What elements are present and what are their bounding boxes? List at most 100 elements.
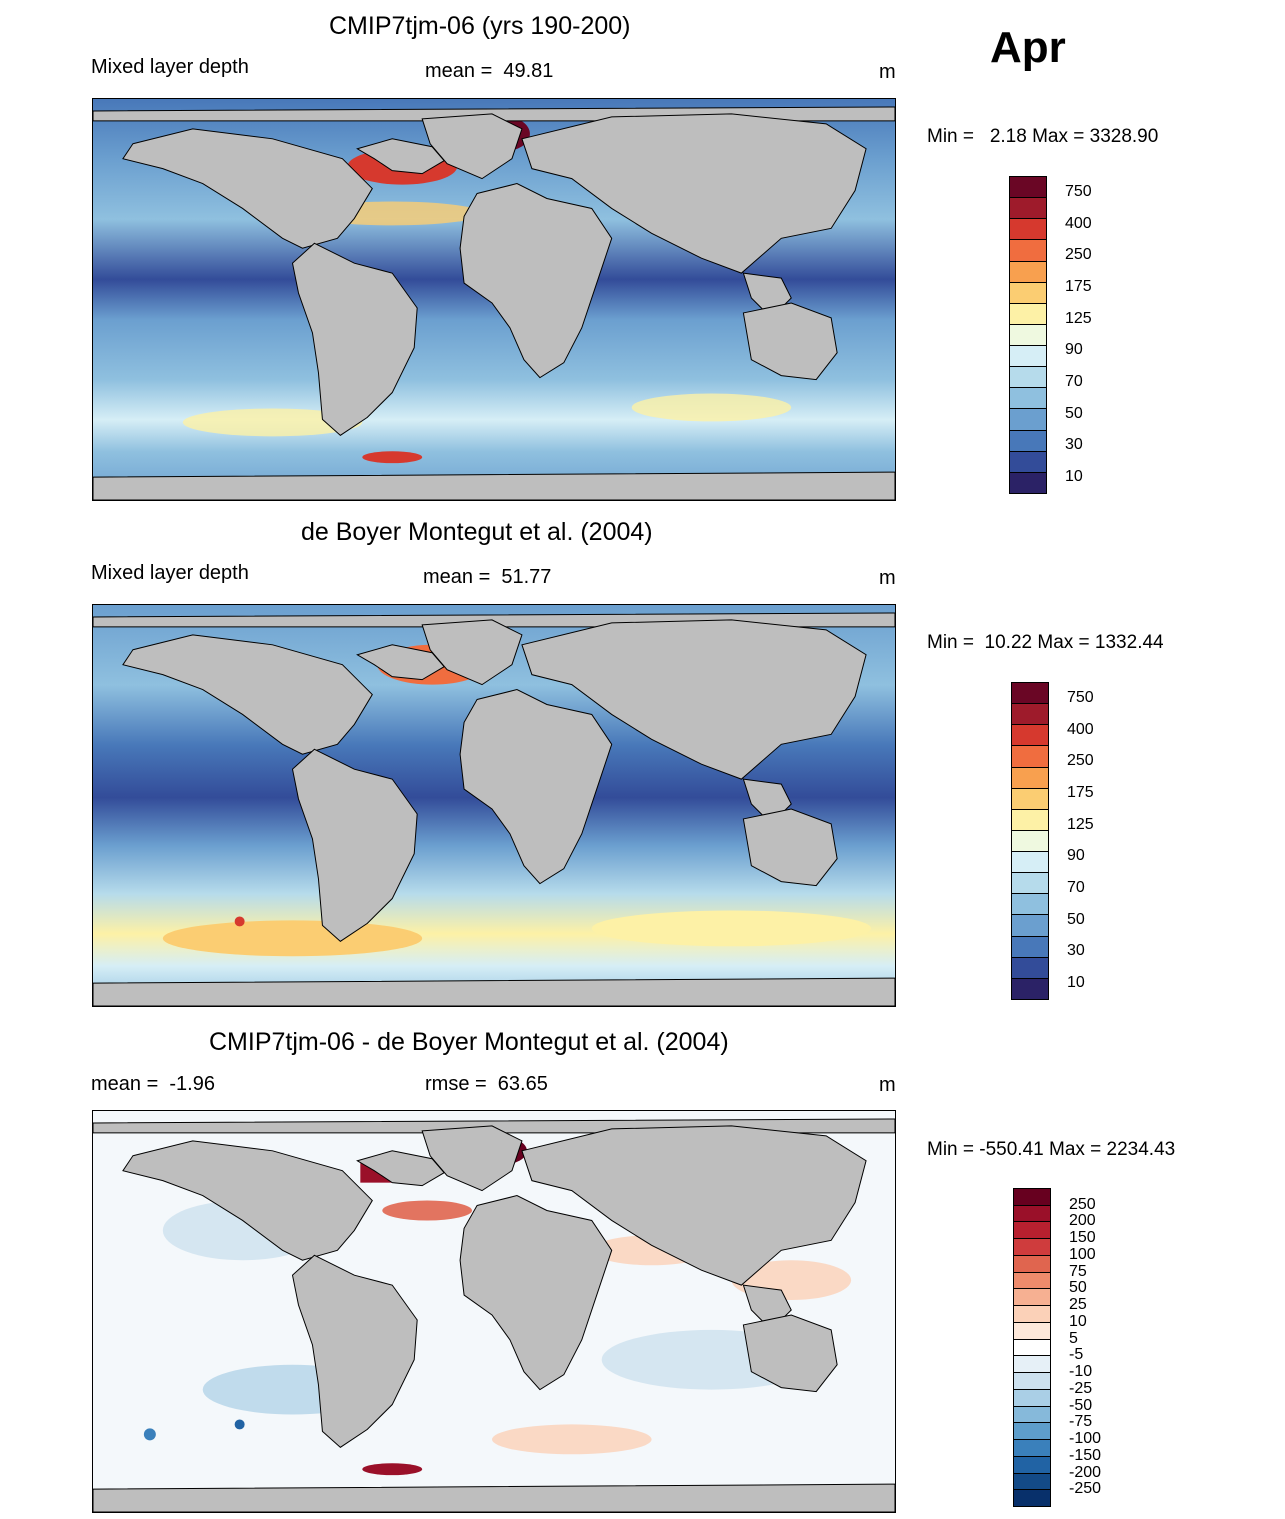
colorbar-tick-label: -50: [1069, 1396, 1093, 1414]
colorbar-swatch: [1013, 1405, 1051, 1424]
panel-2-colorbar: 750 400 250 175 125 90 70 50 30 10: [1011, 682, 1094, 1000]
colorbar-swatch: [1011, 703, 1049, 726]
colorbar-swatch: [1009, 176, 1047, 199]
colorbar-tick-label: 400: [1065, 214, 1092, 232]
panel-2-title: de Boyer Montegut et al. (2004): [301, 518, 653, 546]
colorbar-swatch: [1011, 724, 1049, 747]
panel-1-map: [92, 98, 896, 501]
panel-1-colorbar: 750 400 250 175 125 90 70 50 30 10: [1009, 176, 1092, 494]
colorbar-tick-label: 100: [1069, 1245, 1096, 1263]
colorbar-swatch: [1013, 1355, 1051, 1374]
colorbar-tick-label: -10: [1069, 1363, 1093, 1381]
colorbar-swatch: [1009, 260, 1047, 283]
colorbar-swatch: [1009, 281, 1047, 304]
colorbar-swatch: [1009, 218, 1047, 241]
colorbar-swatch: [1011, 787, 1049, 810]
colorbar-tick-label: 250: [1067, 752, 1094, 770]
colorbar-tick-label: 250: [1065, 246, 1092, 264]
colorbar-tick-label: 50: [1067, 910, 1085, 928]
panel-1-mean-label: mean = 49.81: [425, 60, 554, 82]
colorbar-tick-label: 5: [1069, 1329, 1078, 1347]
colorbar-swatch: [1009, 471, 1047, 494]
panel-1-units-label: m: [879, 61, 896, 83]
colorbar-tick-label: 30: [1065, 436, 1083, 454]
panel-3-map-svg: [93, 1111, 895, 1512]
colorbar-tick-label: 90: [1065, 341, 1083, 359]
colorbar-swatch: [1009, 408, 1047, 431]
colorbar-swatch: [1013, 1338, 1051, 1357]
colorbar-swatch: [1011, 808, 1049, 831]
colorbar-tick-label: -150: [1069, 1446, 1102, 1464]
panel-2-mean-label: mean = 51.77: [423, 566, 552, 588]
colorbar-swatch: [1009, 450, 1047, 473]
colorbar-tick-label: -100: [1069, 1430, 1102, 1448]
colorbar-tick-label: 10: [1067, 974, 1085, 992]
colorbar-swatch: [1013, 1305, 1051, 1323]
colorbar-tick-label: 125: [1065, 309, 1092, 327]
colorbar-swatch: [1013, 1271, 1051, 1290]
panel-3-rmse-label: rmse = 63.65: [425, 1073, 548, 1095]
colorbar-swatch: [1013, 1254, 1051, 1273]
colorbar-tick-label: 25: [1069, 1296, 1087, 1314]
colorbar-swatch: [1013, 1472, 1051, 1491]
panel-2-min-max: Min = 10.22 Max = 1332.44: [927, 632, 1164, 653]
panel-3-title: CMIP7tjm-06 - de Boyer Montegut et al. (…: [209, 1028, 729, 1056]
colorbar-swatch: [1013, 1489, 1051, 1507]
colorbar-swatch: [1011, 745, 1049, 768]
colorbar-tick-label: 90: [1067, 847, 1085, 865]
colorbar-tick-label: -5: [1069, 1346, 1084, 1364]
colorbar-swatch: [1011, 682, 1049, 705]
panel-1-variable-label: Mixed layer depth: [91, 56, 249, 78]
panel-3-colorbar: 250 200 150 100 75 50 25 10 5 -5 -10 -25 -50 -75 -100-…: [1013, 1188, 1101, 1507]
panel-1-title: CMIP7tjm-06 (yrs 190-200): [329, 12, 631, 40]
colorbar-swatch: [1011, 956, 1049, 979]
colorbar-tick-label: 750: [1065, 182, 1092, 200]
colorbar-swatch: [1009, 239, 1047, 262]
colorbar-tick-label: 125: [1067, 815, 1094, 833]
panel-3-units-label: m: [879, 1074, 896, 1096]
colorbar-tick-label: 50: [1069, 1279, 1087, 1297]
colorbar-tick-label: 175: [1067, 783, 1094, 801]
colorbar-tick-label: -25: [1069, 1379, 1093, 1397]
colorbar-swatch: [1013, 1439, 1051, 1457]
panel-3-mean-label: mean = -1.96: [91, 1073, 215, 1095]
colorbar-tick-label: 30: [1067, 942, 1085, 960]
colorbar-tick-label: -200: [1069, 1463, 1102, 1481]
colorbar-tick-label: 750: [1067, 688, 1094, 706]
colorbar-swatch: [1013, 1288, 1051, 1307]
colorbar-tick-label: 175: [1065, 277, 1092, 295]
colorbar-tick-label: 200: [1069, 1212, 1096, 1230]
colorbar-tick-label: 70: [1065, 373, 1083, 391]
colorbar-swatch: [1009, 387, 1047, 410]
month-label: Apr: [990, 23, 1066, 72]
colorbar-tick-label: 10: [1069, 1312, 1087, 1330]
colorbar-swatch: [1009, 366, 1047, 389]
colorbar-swatch: [1011, 851, 1049, 874]
colorbar-swatch: [1013, 1372, 1051, 1390]
panel-1-map-svg: [93, 99, 895, 500]
colorbar-swatch: [1013, 1388, 1051, 1407]
colorbar-swatch: [1009, 197, 1047, 220]
colorbar-swatch: [1009, 429, 1047, 452]
colorbar-tick-label: 250: [1069, 1195, 1096, 1213]
colorbar-swatch: [1009, 323, 1047, 347]
panel-3-min-max: Min = -550.41 Max = 2234.43: [927, 1139, 1176, 1160]
colorbar-swatch: [1013, 1422, 1051, 1441]
colorbar-tick-label: 50: [1065, 404, 1083, 422]
colorbar-swatch: [1013, 1188, 1051, 1206]
colorbar-swatch: [1011, 829, 1049, 853]
panel-2-units-label: m: [879, 567, 896, 589]
colorbar-tick-label: 400: [1067, 720, 1094, 738]
colorbar-swatch: [1011, 872, 1049, 895]
panel-3-map: [92, 1110, 896, 1513]
colorbar-tick-label: 70: [1067, 879, 1085, 897]
panel-1-min-max: Min = 2.18 Max = 3328.90: [927, 126, 1159, 147]
colorbar-swatch: [1009, 345, 1047, 368]
panel-2-map: [92, 604, 896, 1007]
colorbar-swatch: [1009, 302, 1047, 325]
colorbar-swatch: [1011, 935, 1049, 958]
colorbar-swatch: [1011, 893, 1049, 916]
panel-2-map-svg: [93, 605, 895, 1006]
colorbar-swatch: [1013, 1321, 1051, 1340]
colorbar-tick-label: -75: [1069, 1413, 1093, 1431]
